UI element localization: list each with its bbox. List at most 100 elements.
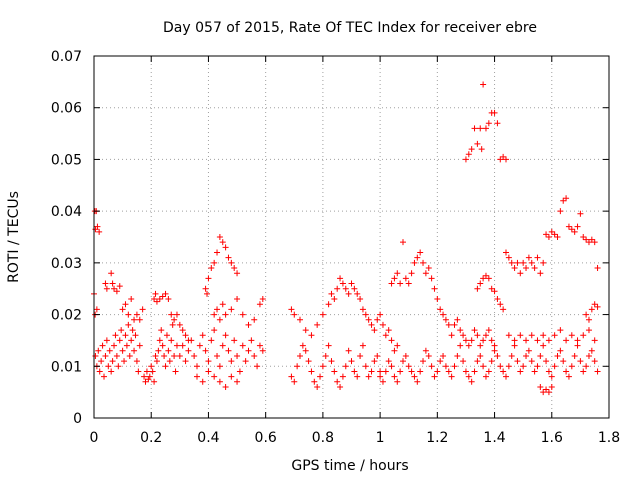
data-point <box>511 265 518 272</box>
data-point <box>251 352 258 359</box>
data-point <box>580 332 587 339</box>
data-points <box>91 81 601 396</box>
data-point <box>119 347 126 354</box>
data-point <box>563 337 570 344</box>
x-tick-label: 1.4 <box>483 430 505 446</box>
data-point <box>577 210 584 217</box>
data-point <box>397 368 404 375</box>
data-point <box>471 327 478 334</box>
data-point <box>531 368 538 375</box>
data-point <box>585 316 592 323</box>
data-point <box>580 234 587 240</box>
data-point <box>405 363 412 370</box>
data-point <box>259 347 266 354</box>
data-point <box>545 337 552 344</box>
data-point <box>297 352 303 359</box>
data-point <box>191 352 198 359</box>
data-point <box>511 342 518 349</box>
data-point <box>568 226 575 233</box>
x-tick-label: 1.8 <box>598 430 620 446</box>
data-point <box>528 332 535 339</box>
data-point <box>574 223 581 230</box>
y-tick-label: 0.02 <box>51 308 82 324</box>
data-point <box>351 368 358 375</box>
data-point <box>228 358 235 365</box>
data-point <box>503 249 509 256</box>
data-point <box>194 363 200 370</box>
data-point <box>377 368 384 375</box>
data-point <box>425 352 432 359</box>
data-point <box>214 306 221 313</box>
data-point <box>394 378 401 385</box>
data-point <box>305 358 312 365</box>
data-point <box>517 270 524 277</box>
data-point <box>234 296 241 303</box>
data-point <box>95 347 102 354</box>
data-point <box>96 228 103 235</box>
data-point <box>528 358 535 365</box>
data-point <box>477 352 484 359</box>
data-point <box>231 337 238 344</box>
data-point <box>216 363 223 370</box>
data-point <box>503 156 509 163</box>
data-point <box>437 358 444 365</box>
x-tick-label: 1 <box>376 430 385 446</box>
data-point <box>594 303 601 310</box>
data-point <box>477 280 484 287</box>
data-point <box>348 358 355 365</box>
data-point <box>379 321 386 328</box>
data-point <box>391 275 398 282</box>
data-point <box>474 332 481 339</box>
plot-frame <box>93 55 610 419</box>
x-tick-label: 1.2 <box>426 430 448 446</box>
data-point <box>531 265 538 272</box>
data-point <box>417 368 424 375</box>
data-point <box>471 368 478 375</box>
data-point <box>478 146 485 153</box>
data-point <box>454 352 461 359</box>
data-point <box>101 373 108 380</box>
data-point <box>234 270 241 277</box>
data-point <box>534 254 541 261</box>
data-point <box>583 236 590 243</box>
data-point <box>129 327 136 334</box>
data-point <box>500 306 507 313</box>
data-point <box>514 358 521 365</box>
data-point <box>500 368 507 375</box>
data-point <box>205 275 212 282</box>
data-point <box>136 316 143 323</box>
data-point <box>551 363 558 370</box>
data-point <box>211 327 218 334</box>
data-point <box>408 270 415 277</box>
data-point <box>288 306 295 313</box>
data-point <box>339 373 346 380</box>
data-point <box>571 352 578 359</box>
data-point <box>477 125 484 132</box>
data-point <box>428 275 435 282</box>
data-point <box>179 327 186 334</box>
data-point <box>214 352 221 359</box>
data-point <box>156 337 163 344</box>
data-point <box>540 342 547 349</box>
data-point <box>222 332 229 339</box>
data-point <box>163 332 170 339</box>
data-point <box>422 270 429 277</box>
data-point <box>385 327 392 334</box>
data-point <box>149 368 156 375</box>
data-point <box>437 306 444 313</box>
data-point <box>482 125 489 132</box>
data-point <box>354 290 361 297</box>
data-point <box>111 342 118 349</box>
data-point <box>471 125 478 132</box>
data-point <box>594 368 601 375</box>
data-point <box>328 290 335 297</box>
data-point <box>583 311 590 318</box>
data-point <box>311 378 318 385</box>
data-point <box>204 290 211 297</box>
data-point <box>580 368 587 375</box>
data-point <box>234 378 241 385</box>
data-point <box>131 316 138 323</box>
data-point <box>548 383 555 390</box>
